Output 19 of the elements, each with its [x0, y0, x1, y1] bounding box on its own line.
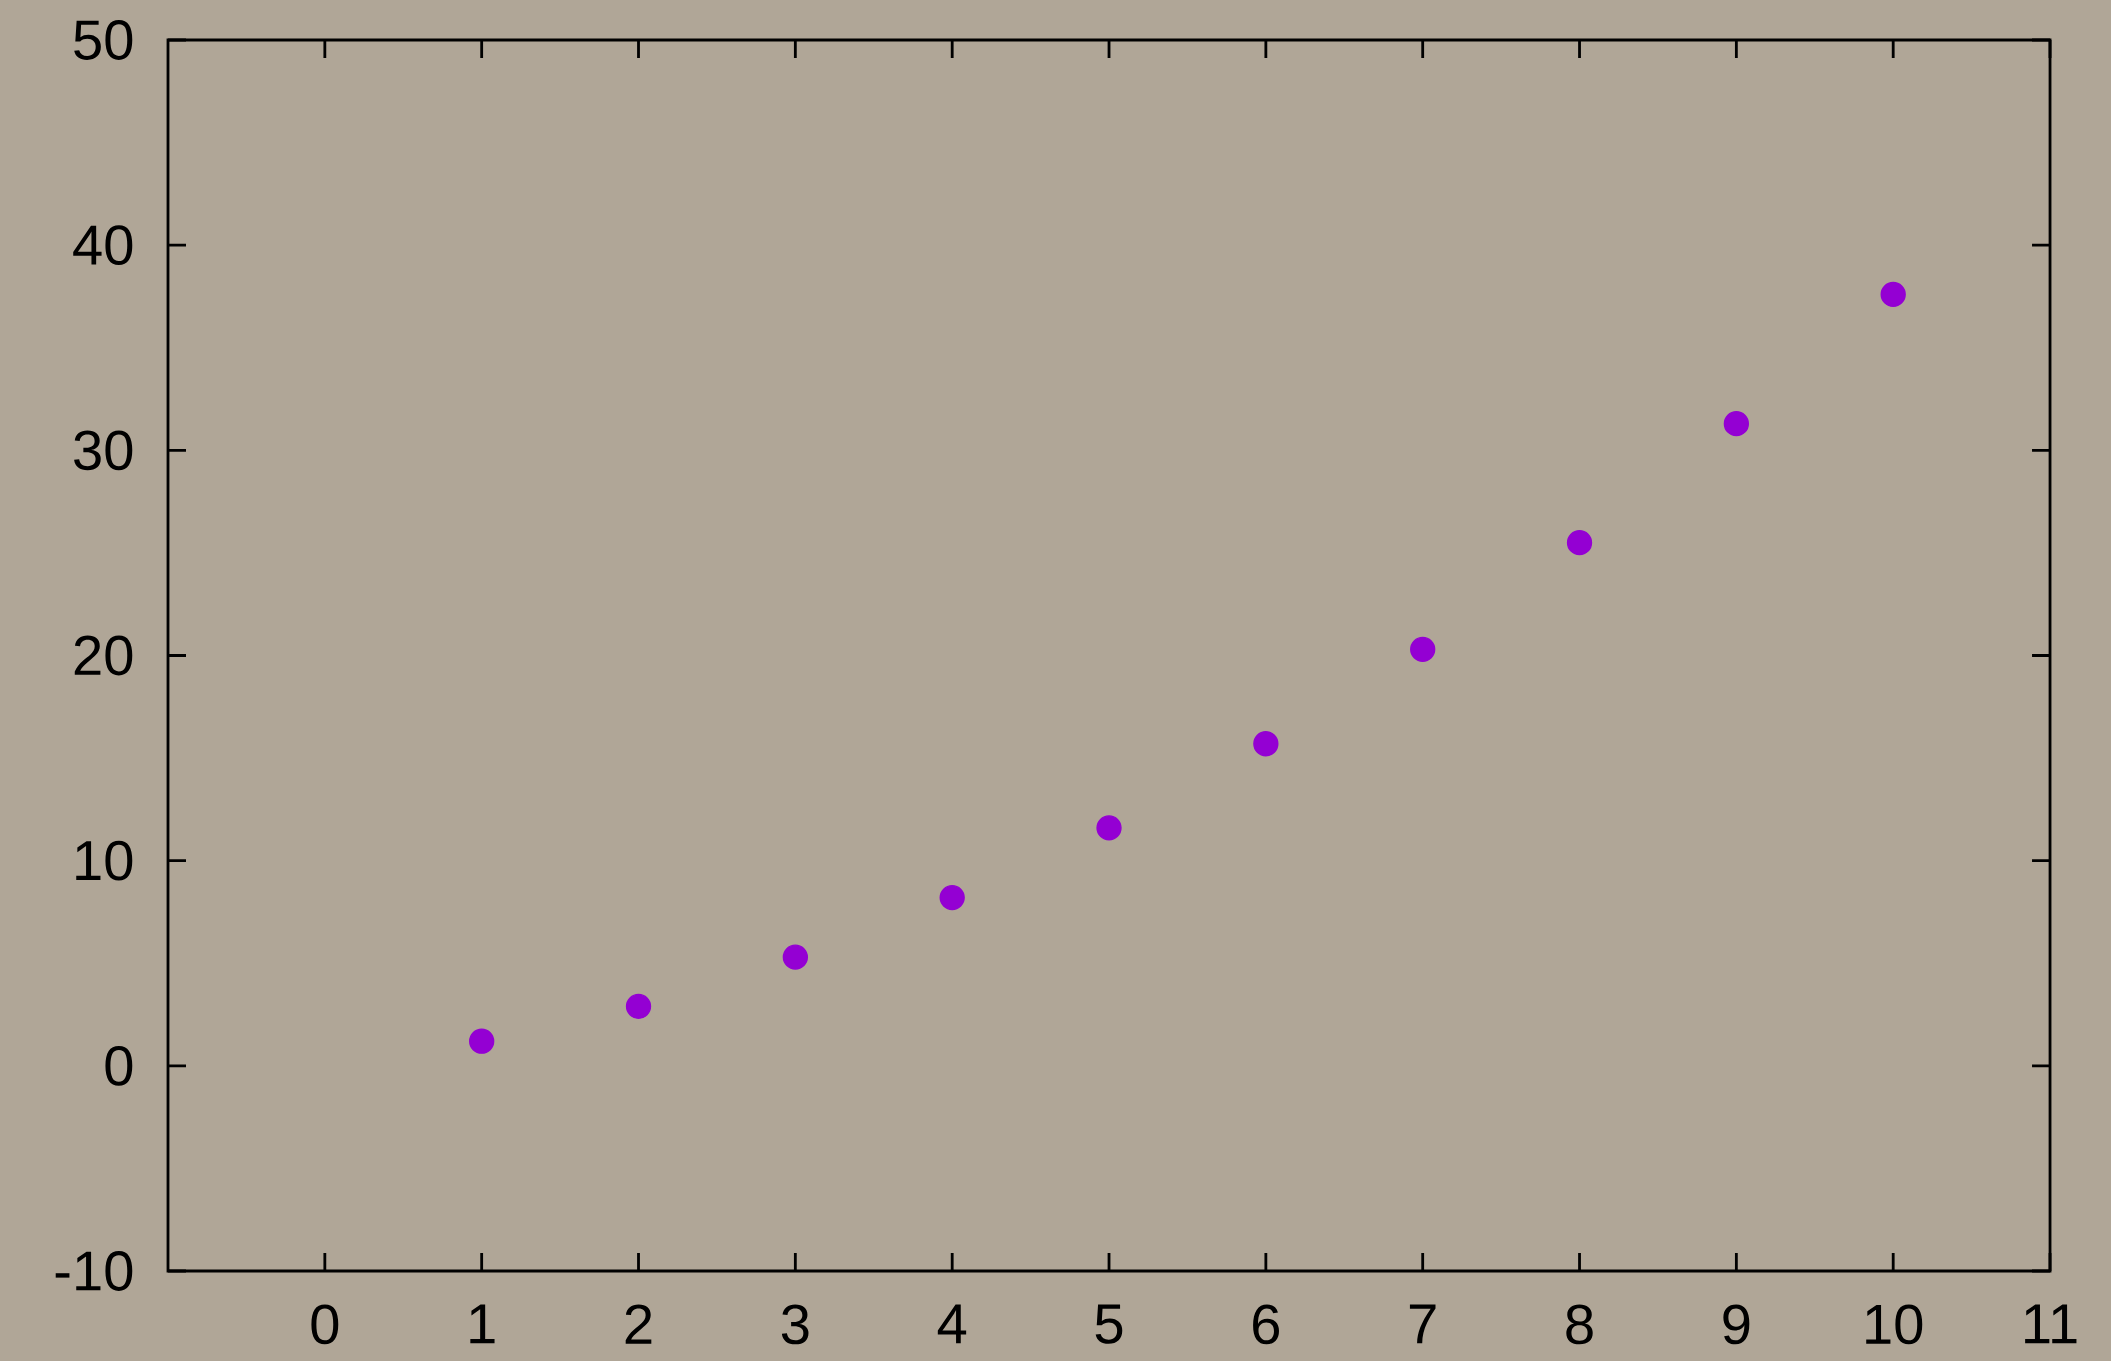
x-tick-label: 5 [1095, 1304, 1123, 1344]
y-tick-label: 40 [73, 225, 133, 266]
y-tick-label: -10 [55, 1251, 133, 1291]
y-tick-label: 30 [74, 430, 133, 471]
x-tick-label: 6 [1253, 1304, 1279, 1345]
x-tick-label: 8 [1566, 1304, 1593, 1345]
x-tick-label: 1 [470, 1304, 495, 1344]
y-tick-label: 50 [74, 20, 133, 60]
x-tick-label: 3 [781, 1304, 809, 1345]
x-tick-label: 2 [625, 1304, 652, 1344]
y-tick-label: 20 [74, 635, 133, 676]
x-tick-label: 10 [1866, 1304, 1923, 1345]
x-tick-label: 11 [2025, 1304, 2077, 1344]
x-tick-label: 7 [1409, 1304, 1436, 1344]
y-tick-label: 10 [76, 840, 133, 881]
x-tick-label: 0 [311, 1304, 339, 1345]
x-tick-label: 9 [1723, 1304, 1750, 1345]
y-tick-label: 0 [105, 1045, 133, 1086]
x-tick-label: 4 [937, 1304, 967, 1344]
